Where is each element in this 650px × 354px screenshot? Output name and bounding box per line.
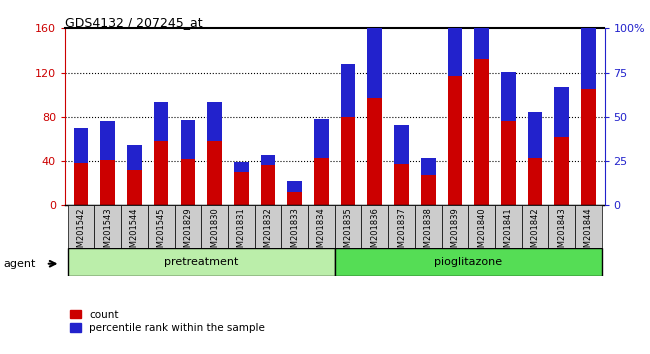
Text: GSM201545: GSM201545 [157,207,166,258]
Text: GSM201843: GSM201843 [557,207,566,258]
Bar [314,158,329,205]
Bar [415,205,441,248]
Bar [68,205,94,248]
Bar [335,205,361,248]
Bar [501,72,515,121]
Text: GSM201840: GSM201840 [477,207,486,258]
Bar [549,205,575,248]
Bar [495,205,522,248]
Text: GSM201542: GSM201542 [77,207,86,258]
Bar [361,205,388,248]
Bar [501,121,515,205]
Bar [448,0,462,76]
Text: GSM201839: GSM201839 [450,207,460,258]
Bar [207,141,222,205]
Bar [554,87,569,137]
Text: GSM201844: GSM201844 [584,207,593,258]
Text: GSM201831: GSM201831 [237,207,246,258]
Bar [207,102,222,141]
Bar [154,102,168,141]
Bar [181,159,195,205]
Bar [174,205,202,248]
Bar [73,163,88,205]
Text: GSM201830: GSM201830 [210,207,219,258]
Text: pretreatment: pretreatment [164,257,239,267]
Bar [181,120,195,159]
Bar [127,145,142,170]
Text: GSM201832: GSM201832 [263,207,272,258]
Bar [127,170,142,205]
Bar [234,161,248,172]
Bar [148,205,174,248]
Bar [73,128,88,163]
Bar [100,121,115,160]
Bar [394,125,409,164]
Bar [581,15,596,89]
Bar [575,205,602,248]
Text: GSM201544: GSM201544 [130,207,139,258]
Bar [474,59,489,205]
Bar [261,155,276,166]
Legend: count, percentile rank within the sample: count, percentile rank within the sample [70,310,265,333]
Bar [341,117,356,205]
Text: GSM201833: GSM201833 [290,207,299,258]
Bar [68,248,335,276]
Bar [281,205,308,248]
Bar [261,166,276,205]
Text: GSM201836: GSM201836 [370,207,380,258]
Bar [121,205,148,248]
Bar [367,98,382,205]
Bar [314,119,329,158]
Text: GSM201837: GSM201837 [397,207,406,258]
Bar [388,205,415,248]
Bar [581,89,596,205]
Bar [228,205,255,248]
Bar [202,205,228,248]
Bar [528,158,542,205]
Bar [528,112,542,158]
Bar [308,205,335,248]
Bar [448,76,462,205]
Bar [474,0,489,59]
Text: agent: agent [3,259,36,269]
Bar [522,205,549,248]
Text: GSM201834: GSM201834 [317,207,326,258]
Bar [94,205,121,248]
Bar [367,24,382,98]
Text: GSM201835: GSM201835 [344,207,352,258]
Text: GSM201829: GSM201829 [183,207,192,258]
Text: GDS4132 / 207245_at: GDS4132 / 207245_at [65,16,203,29]
Bar [100,160,115,205]
Text: GSM201842: GSM201842 [530,207,540,258]
Bar [287,181,302,192]
Bar [154,141,168,205]
Bar [287,192,302,205]
Text: GSM201543: GSM201543 [103,207,112,258]
Bar [421,158,436,176]
Bar [394,164,409,205]
Bar [421,176,436,205]
Text: GSM201838: GSM201838 [424,207,433,258]
Bar [234,172,248,205]
Text: GSM201841: GSM201841 [504,207,513,258]
Bar [335,248,602,276]
Bar [441,205,468,248]
Bar [468,205,495,248]
Bar [554,137,569,205]
Text: pioglitazone: pioglitazone [434,257,502,267]
Bar [255,205,281,248]
Bar [341,64,356,117]
